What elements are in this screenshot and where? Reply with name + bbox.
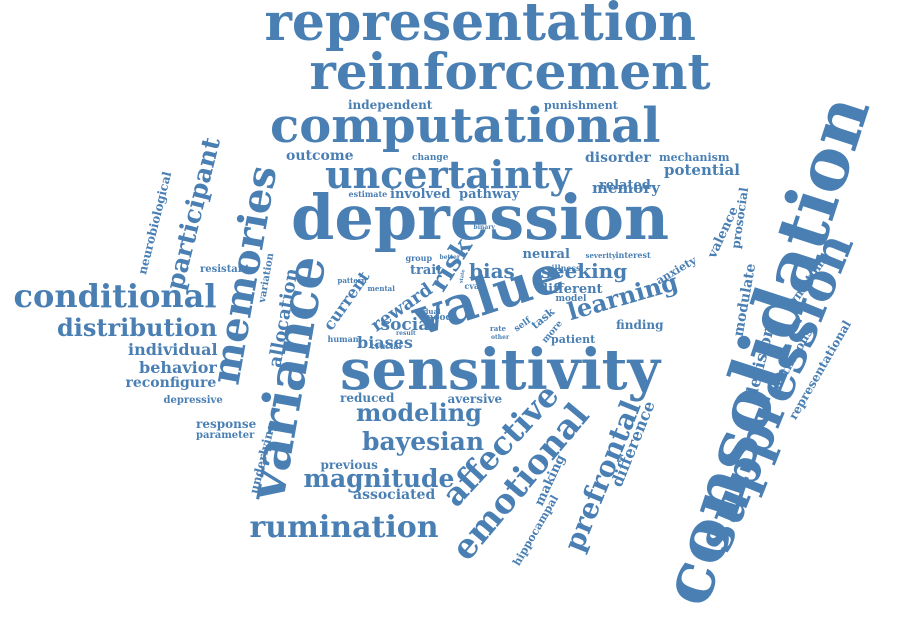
word-representation: representation [264, 0, 696, 53]
word-reduced: reduced [340, 391, 395, 405]
word-neural: neural [522, 246, 570, 262]
word-crucial: crucial [370, 341, 402, 351]
word-social: social [380, 314, 436, 335]
word-depression: depression [291, 181, 670, 254]
word-related: related [599, 177, 651, 193]
word-finding: finding [616, 318, 664, 332]
word-biases: biases [357, 333, 413, 352]
word-previous: previous [320, 458, 378, 472]
word-response: response [196, 417, 257, 431]
word-pathway: pathway [459, 186, 520, 202]
word-patient: patient [551, 332, 596, 346]
word-conditional: conditional [13, 277, 217, 315]
word-pattern: pattern [337, 275, 367, 285]
word-other: other [491, 334, 510, 341]
word-memory: memory [592, 178, 660, 197]
word-dual: dual [423, 306, 441, 316]
word-associated: associated [353, 487, 436, 503]
word-bayesian: bayesian [362, 426, 485, 456]
word-different: different [539, 281, 603, 297]
word-severity: severity [585, 250, 617, 260]
word-mechanism: mechanism [659, 150, 730, 164]
word-magnitude: magnitude [303, 463, 455, 493]
word-illness: illness [551, 263, 581, 273]
word-rumination: rumination [249, 510, 439, 545]
word-involved: involved [390, 186, 451, 202]
word-bias: bias [469, 259, 515, 283]
word-reinforcement: reinforcement [309, 42, 711, 101]
word-distribution: distribution [57, 313, 218, 342]
word-potential: potential [664, 160, 740, 179]
word-estimate: estimate [348, 189, 388, 199]
word-outcome: outcome [286, 148, 354, 164]
word-behavior: behavior [139, 358, 217, 377]
word-independent: independent [348, 98, 433, 112]
word-reconfigure: reconfigure [125, 375, 217, 391]
word-mental: mental [367, 283, 395, 293]
word-modeling: modeling [356, 398, 482, 427]
word-uncertainty: uncertainty [325, 152, 572, 197]
word-punishment: punishment [544, 98, 618, 112]
word-mood: mood [424, 312, 452, 323]
word-disorder: disorder [585, 150, 651, 166]
word-result: result [396, 330, 416, 337]
word-seeking: seeking [540, 259, 628, 283]
word-better: better [439, 254, 461, 261]
word-binary: binary [473, 224, 495, 231]
word-parameter: parameter [196, 430, 255, 441]
word-cvar: cvar [464, 281, 484, 291]
word-trait: trait [410, 262, 443, 278]
word-depressive: depressive [163, 395, 223, 406]
word-human: human [327, 334, 359, 344]
word-interest: interest [615, 250, 651, 260]
word-resistant: resistant [200, 264, 250, 275]
word-self: self [512, 315, 534, 334]
word-rate: rate [490, 323, 506, 333]
word-sensitivity: sensitivity [340, 337, 661, 403]
word-group: group [405, 253, 433, 263]
word-change: change [412, 152, 449, 163]
word-model: model [555, 293, 587, 304]
word-aversive: aversive [447, 392, 503, 406]
word-individual: individual [128, 340, 218, 359]
word-computational: computational [270, 98, 661, 154]
word-prosocial: prosocial [728, 186, 752, 250]
